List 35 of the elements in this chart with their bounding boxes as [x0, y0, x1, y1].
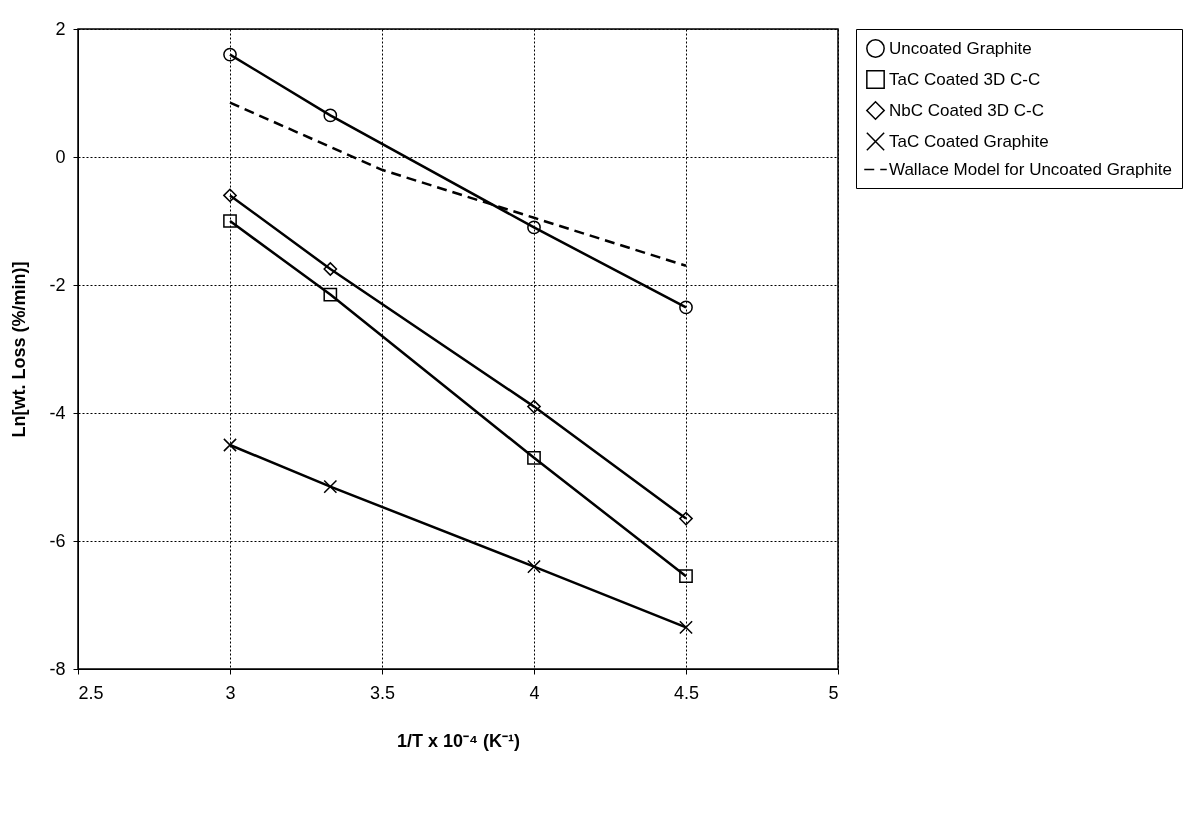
point: [527, 559, 541, 574]
x-tick-label: 5: [828, 682, 839, 703]
point: [323, 108, 338, 123]
y-tick-label: 0: [55, 146, 66, 167]
point: [679, 569, 693, 584]
legend-label: Wallace Model for Uncoated Graphite: [889, 159, 1172, 179]
point: [223, 188, 237, 203]
y-tick-label: -6: [49, 530, 66, 551]
point: [527, 450, 541, 465]
y-axis-title: Ln[wt. Loss (%/min)]: [9, 261, 30, 438]
point: [323, 287, 338, 302]
point: [527, 399, 541, 414]
x-tick-label: 4.5: [673, 682, 700, 703]
point: [679, 620, 693, 635]
point: [223, 214, 237, 228]
point: [223, 47, 237, 62]
x-tick-label: 4: [529, 682, 540, 703]
legend-label: TaC Coated Graphite: [889, 131, 1049, 151]
point: [323, 479, 338, 494]
y-tick-label: -2: [49, 274, 66, 295]
point: [223, 438, 237, 452]
y-tick-label: 2: [55, 18, 66, 39]
x-tick-label: 3.5: [369, 682, 396, 703]
y-tick-label: -4: [49, 402, 66, 423]
point: [527, 220, 541, 235]
legend-label: NbC Coated 3D C-C: [889, 100, 1044, 120]
x-tick-label: 2.5: [78, 682, 104, 703]
legend-label: TaC Coated 3D C-C: [889, 69, 1041, 89]
legend-label: Uncoated Graphite: [889, 38, 1032, 58]
y-tick-label: -8: [49, 658, 66, 679]
x-axis-title: 1/T x 10⁻⁴ (K⁻¹): [397, 730, 520, 751]
point: [679, 511, 693, 526]
x-tick-label: 3: [225, 682, 236, 703]
point: [323, 262, 338, 276]
point: [679, 300, 693, 315]
